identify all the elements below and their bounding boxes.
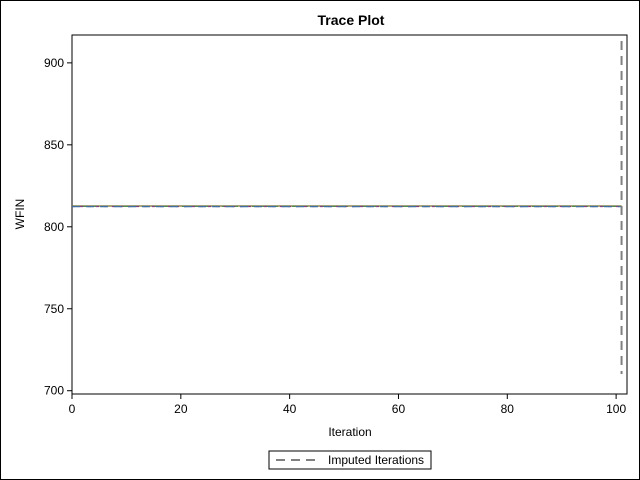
y-axis: 700 750 800 850 900 xyxy=(44,56,72,398)
y-tick-label: 750 xyxy=(44,302,64,316)
x-axis-label: Iteration xyxy=(328,425,371,439)
legend-box xyxy=(268,450,432,470)
legend-entry-imputed-iterations: Imputed Iterations xyxy=(328,453,424,467)
x-tick-label: 100 xyxy=(606,402,626,416)
series-layer xyxy=(72,205,622,208)
x-tick-label: 80 xyxy=(501,402,515,416)
legend: Imputed Iterations xyxy=(268,450,432,470)
y-tick-label: 850 xyxy=(44,138,64,152)
plot-area xyxy=(71,34,628,395)
x-tick-label: 40 xyxy=(283,402,297,416)
x-tick-label: 0 xyxy=(69,402,76,416)
x-tick-label: 60 xyxy=(392,402,406,416)
y-tick-label: 700 xyxy=(44,384,64,398)
chart-title: Trace Plot xyxy=(318,12,385,28)
y-axis-label: WFIN xyxy=(13,199,27,230)
y-tick-label: 800 xyxy=(44,220,64,234)
x-tick-label: 20 xyxy=(174,402,188,416)
x-axis: 0 20 40 60 80 100 xyxy=(69,394,626,416)
y-tick-label: 900 xyxy=(44,56,64,70)
